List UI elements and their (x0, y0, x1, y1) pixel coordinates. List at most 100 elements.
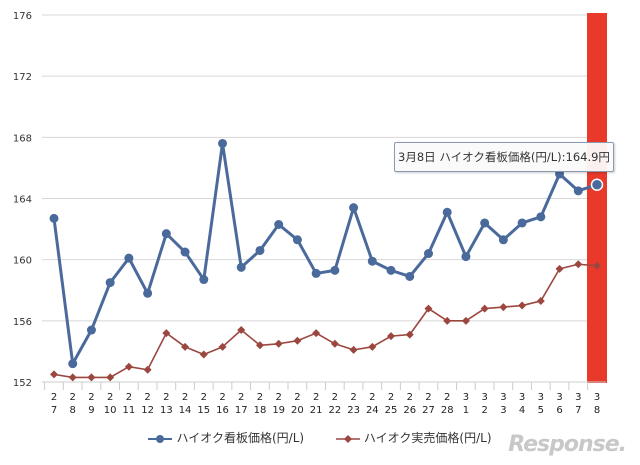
data-point (255, 245, 265, 255)
legend-item-signboard-price[interactable]: ハイオク看板価格(円/L) (148, 429, 304, 446)
x-tick-label: 3 (556, 392, 562, 403)
data-point (161, 229, 171, 239)
data-point (218, 138, 228, 148)
data-point (461, 316, 470, 325)
data-point (387, 332, 396, 341)
x-tick-label: 24 (366, 405, 379, 416)
y-tick-label: 160 (13, 256, 32, 267)
x-tick-label: 2 (444, 392, 450, 403)
x-tick-label: 2 (201, 392, 207, 403)
x-tick-label: 2 (88, 392, 94, 403)
data-point (124, 362, 133, 371)
data-point (424, 304, 433, 313)
data-point (555, 264, 564, 273)
x-tick-label: 2 (350, 392, 356, 403)
data-point (590, 178, 604, 191)
x-tick-label: 21 (310, 405, 323, 416)
data-point (368, 342, 377, 351)
x-tick-label: 8 (594, 405, 600, 416)
data-point (536, 296, 545, 305)
x-tick-label: 2 (182, 392, 188, 403)
data-point (162, 329, 171, 338)
highlight-band (587, 13, 607, 383)
x-tick-label: 1 (463, 405, 469, 416)
data-point (443, 316, 452, 325)
data-point (293, 336, 302, 345)
x-tick-label: 2 (144, 392, 150, 403)
y-tick-label: 152 (13, 378, 32, 389)
x-tick-label: 3 (538, 392, 544, 403)
data-point (461, 252, 471, 262)
data-point (49, 213, 59, 223)
y-tick-label: 176 (13, 11, 32, 22)
x-tick-label: 2 (294, 392, 300, 403)
legend: ハイオク看板価格(円/L) ハイオク実売価格(円/L) (0, 429, 640, 446)
data-point (180, 247, 190, 257)
x-tick-label: 17 (235, 405, 248, 416)
data-point (86, 325, 96, 335)
data-point (536, 212, 546, 222)
x-tick-label: 19 (272, 405, 285, 416)
data-point (442, 207, 452, 217)
data-point (499, 303, 508, 312)
data-point (312, 329, 321, 338)
x-tick-label: 27 (422, 405, 435, 416)
data-point (593, 261, 601, 270)
x-tick-label: 3 (500, 392, 506, 403)
data-point (199, 275, 209, 285)
data-point (573, 186, 583, 196)
x-tick-label: 2 (163, 392, 169, 403)
x-tick-label: 13 (160, 405, 173, 416)
x-tick-label: 28 (441, 405, 454, 416)
x-tick-label: 2 (332, 392, 338, 403)
x-tick-label: 2 (481, 405, 487, 416)
data-point (124, 253, 134, 263)
data-point (330, 339, 339, 348)
x-tick-label: 3 (463, 392, 469, 403)
data-point (311, 268, 321, 278)
legend-label: ハイオク実売価格(円/L) (363, 431, 492, 445)
data-point (405, 330, 414, 339)
data-point (386, 265, 396, 275)
x-tick-label: 2 (276, 392, 282, 403)
data-point (423, 249, 433, 259)
data-point (518, 301, 527, 310)
legend-item-actual-price[interactable]: ハイオク実売価格(円/L) (335, 429, 492, 446)
data-point (68, 373, 77, 382)
data-point (274, 219, 284, 229)
x-tick-label: 2 (107, 392, 113, 403)
x-tick-label: 7 (51, 405, 57, 416)
x-tick-label: 3 (500, 405, 506, 416)
x-tick-label: 20 (291, 405, 304, 416)
data-point (143, 288, 153, 298)
data-point (517, 218, 527, 228)
x-tick-label: 25 (385, 405, 398, 416)
data-point (50, 370, 58, 379)
x-tick-label: 9 (88, 405, 94, 416)
data-point (68, 359, 78, 369)
y-tick-label: 168 (13, 133, 32, 144)
legend-label: ハイオク看板価格(円/L) (176, 431, 305, 445)
data-point (292, 235, 302, 245)
data-point (480, 218, 490, 228)
x-tick-label: 3 (481, 392, 487, 403)
data-point (405, 271, 415, 281)
x-tick-label: 12 (141, 405, 154, 416)
x-tick-label: 16 (216, 405, 229, 416)
data-point (105, 278, 115, 288)
x-tick-label: 15 (197, 405, 210, 416)
data-point (349, 345, 358, 354)
x-tick-label: 4 (519, 405, 525, 416)
x-tick-label: 22 (328, 405, 341, 416)
diamond-marker-icon (335, 434, 360, 443)
x-tick-label: 3 (519, 392, 525, 403)
data-point (181, 342, 190, 351)
x-tick-label: 5 (538, 405, 544, 416)
x-tick-label: 2 (51, 392, 57, 403)
y-tick-label: 156 (13, 317, 32, 328)
x-tick-label: 2 (313, 392, 319, 403)
x-tick-label: 14 (179, 405, 192, 416)
x-tick-label: 6 (556, 405, 562, 416)
